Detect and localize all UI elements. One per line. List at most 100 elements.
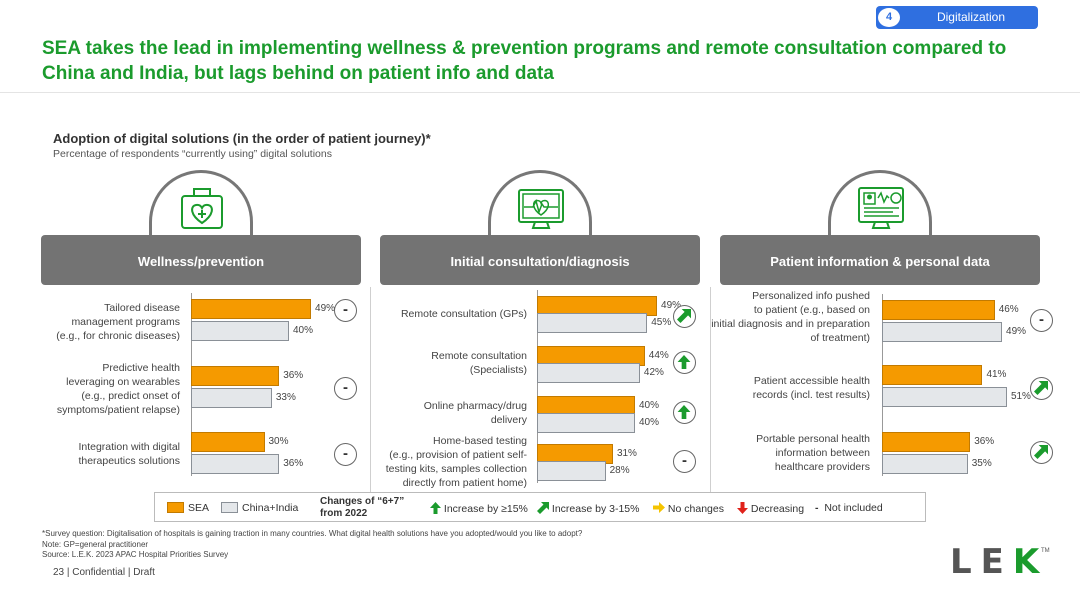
footnote-note: Note: GP=general practitioner [42,540,149,549]
arrow-right-icon [653,502,665,513]
value-label-sea: 49% [315,303,336,314]
category-label: Integration with digital therapeutics so… [78,441,180,467]
bar-sea [191,366,280,386]
panel-header: Initial consultation/diagnosis [380,235,700,285]
category-label: Online pharmacy/drug delivery [423,400,527,426]
value-label-china-india: 45% [651,317,672,328]
category-label: Portable personal health information bet… [756,433,870,473]
category-label: Predictive health leveraging on wearable… [56,362,180,416]
arrow-up-icon [677,405,691,419]
legend-sea-swatch [167,502,184,513]
legend-ci-swatch [221,502,238,513]
legend-increase-3-15-label: Increase by 3-15% [551,503,640,515]
bar-china-india [882,454,968,474]
value-label-china-india: 51% [1010,391,1031,402]
page-title: SEA takes the lead in implementing welln… [42,38,1007,84]
logo-text: LEK [950,542,1049,582]
change-badge-increase-3-15 [673,305,696,328]
value-label-sea: 30% [268,436,289,447]
bar-sea [882,432,971,452]
change-badge-not-included: - [334,443,357,466]
panel-arch [828,170,932,240]
legend-no-change: No changes [653,502,724,515]
legend-sea: SEA [167,502,209,514]
heart-monitor-icon [518,189,564,229]
section-label: Digitalization [936,10,1006,24]
title-divider [0,92,1080,93]
legend-changes-title: Changes of “6+7” from 2022 [320,496,405,519]
panel-arch [488,170,592,240]
section-tag: 4 Digitalization [876,6,1038,29]
patient-record-icon [858,187,904,229]
footnote-survey: *Survey question: Digitalisation of hosp… [42,529,583,538]
value-label-sea: 36% [283,370,304,381]
value-label-sea: 44% [648,350,669,361]
legend: SEA China+India Changes of “6+7” from 20… [154,492,926,522]
category-label: Personalized info pushed to patient (e.g… [711,290,870,344]
chart-subtitle: Percentage of respondents “currently usi… [53,148,332,160]
value-label-sea: 49% [661,300,682,311]
value-label-china-india: 35% [971,458,992,469]
legend-increase-15: Increase by ≥15% [430,502,528,515]
category-label: Patient accessible health records (incl.… [752,375,870,401]
panel-arch [149,170,253,240]
bar-china-india [537,413,635,433]
change-badge-not-included: - [334,299,357,322]
change-badge-not-included: - [1030,309,1053,332]
bar-sea [191,299,312,319]
value-label-china-india: 49% [1006,326,1027,337]
value-label-sea: 40% [639,400,660,411]
bar-sea [882,365,983,385]
value-label-sea: 41% [986,369,1007,380]
change-badge-increase-15 [673,401,696,424]
arrow-up-icon [677,355,691,369]
medical-kit-icon [181,188,223,229]
value-label-sea: 36% [974,436,995,447]
chart-axis [882,294,883,476]
category-label: Remote consultation (Specialists) [431,350,527,376]
arrow-up-right-icon [537,502,549,514]
category-label: Tailored disease management programs (e.… [56,302,180,342]
panel-header: Wellness/prevention [41,235,361,285]
change-badge-increase-15 [673,351,696,374]
legend-increase-15-label: Increase by ≥15% [443,503,528,515]
bar-china-india [191,321,289,341]
logo-trademark: TM [1041,548,1050,554]
legend-sea-label: SEA [188,502,210,514]
value-label-china-india: 33% [275,392,296,403]
panel-separator [370,287,371,492]
change-badge-increase-3-15 [1030,441,1053,464]
value-label-china-india: 40% [639,417,660,428]
bar-china-india [191,388,272,408]
value-label-china-india: 36% [283,458,304,469]
arrow-up-right-icon [1034,381,1048,395]
chart-title: Adoption of digital solutions (in the or… [53,131,431,146]
section-number: 4 [878,8,900,27]
legend-not-included: - Not included [815,502,883,514]
legend-china-india: China+India [221,502,298,514]
value-label-china-india: 28% [609,465,630,476]
category-label: Home-based testing (e.g., provision of p… [385,435,527,489]
bar-china-india [537,363,640,383]
bar-sea [191,432,265,452]
legend-not-included-symbol: - [815,502,819,514]
bar-sea [882,300,995,320]
legend-decreasing-label: Decreasing [750,503,805,515]
value-label-china-india: 42% [643,367,664,378]
legend-no-change-label: No changes [667,503,724,515]
arrow-up-right-icon [677,309,691,323]
legend-ci-label: China+India [242,502,299,514]
value-label-sea: 31% [616,448,637,459]
bar-china-india [537,461,606,481]
bar-china-india [882,387,1007,407]
category-label: Remote consultation (GPs) [400,308,527,320]
bar-china-india [191,454,280,474]
value-label-sea: 46% [998,304,1019,315]
change-badge-increase-3-15 [1030,377,1053,400]
bar-china-india [537,313,648,333]
footnote-source: Source: L.E.K. 2023 APAC Hospital Priori… [42,550,229,559]
value-label-china-india: 40% [293,325,314,336]
page-footer: 23 | Confidential | Draft [53,567,155,578]
arrow-up-icon [430,502,441,514]
panel-separator [710,287,711,492]
